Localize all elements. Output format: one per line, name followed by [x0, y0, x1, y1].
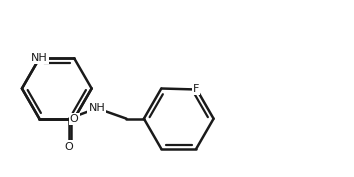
Text: NH: NH [31, 53, 48, 63]
Text: O: O [70, 114, 79, 124]
Text: O: O [65, 142, 73, 152]
Text: F: F [193, 84, 199, 93]
Text: NH: NH [88, 103, 105, 113]
